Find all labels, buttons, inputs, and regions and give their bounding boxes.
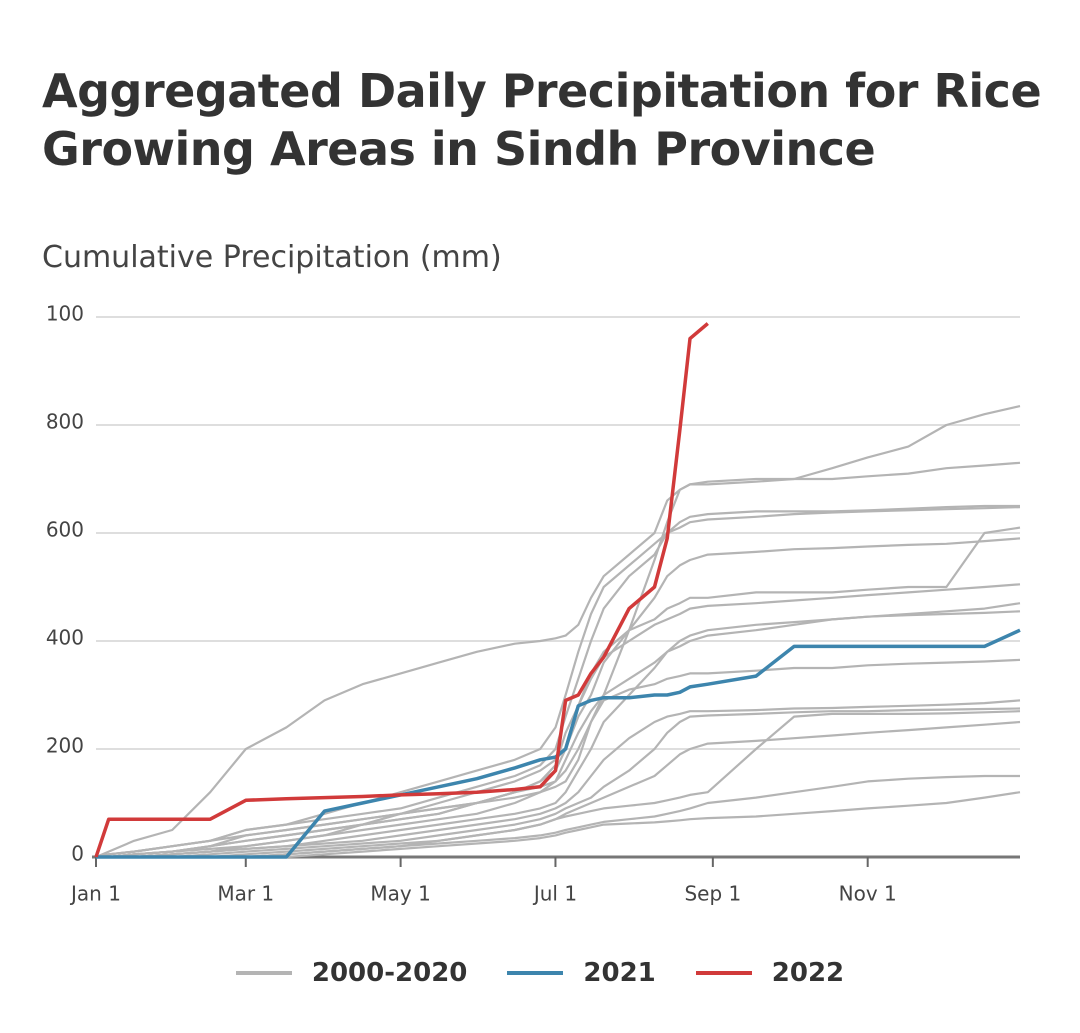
line xyxy=(96,658,1021,859)
y-axis-label: Cumulative Precipitation (mm) xyxy=(42,240,502,275)
legend-swatch xyxy=(507,971,564,975)
y-tick-label: 600 xyxy=(46,518,84,542)
x-tick-label: Jan 1 xyxy=(69,882,121,906)
y-tick-label: 200 xyxy=(46,734,84,758)
line xyxy=(96,537,1021,859)
line xyxy=(94,322,709,858)
line xyxy=(96,628,1021,859)
x-tick-label: May 1 xyxy=(370,882,430,906)
y-tick-label: 0 xyxy=(71,842,84,866)
legend-item: 2022 xyxy=(695,958,845,988)
legend-label: 2022 xyxy=(771,958,845,988)
line xyxy=(96,707,1021,859)
x-tick-label: Jul 1 xyxy=(532,882,577,906)
line xyxy=(96,774,1020,859)
legend-label: 2021 xyxy=(583,958,656,988)
line xyxy=(96,699,1021,859)
line xyxy=(95,506,1021,859)
legend-label: 2000-2020 xyxy=(311,958,468,988)
y-tick-label: 100 xyxy=(46,302,84,326)
line xyxy=(96,610,1021,859)
line xyxy=(96,405,1021,859)
line xyxy=(95,461,1021,859)
legend: 2000-2020 2021 2022 xyxy=(0,958,1080,988)
y-tick-label: 400 xyxy=(46,626,84,650)
y-tick-label: 800 xyxy=(46,410,84,434)
legend-swatch xyxy=(235,971,292,975)
chart: 0 200 400 600 800 100 Jan 1 Mar 1 May 1 Jul 1 Sep … xyxy=(46,302,1021,906)
x-tick-label: Sep 1 xyxy=(684,882,741,906)
legend-item: 2021 xyxy=(507,958,656,988)
x-tick-label: Nov 1 xyxy=(839,882,897,906)
x-tick-label: Mar 1 xyxy=(217,882,274,906)
line xyxy=(96,720,1021,859)
chart-title: Aggregated Daily Precipitation for Rice … xyxy=(42,64,1042,176)
legend-swatch xyxy=(695,971,752,975)
legend-item: 2000-2020 xyxy=(235,958,468,988)
